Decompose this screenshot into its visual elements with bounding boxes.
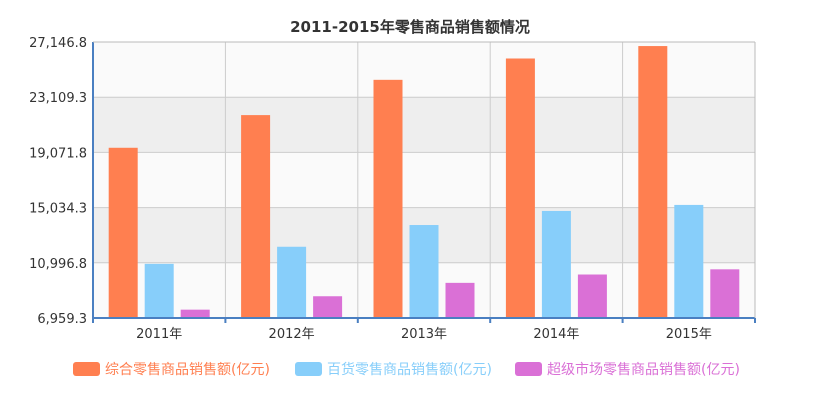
bar[interactable] xyxy=(445,282,475,318)
bar[interactable] xyxy=(277,246,307,318)
x-tick-label: 2014年 xyxy=(533,327,579,342)
legend-item[interactable]: 综合零售商品销售额(亿元) xyxy=(73,362,270,378)
x-tick-label: 2015年 xyxy=(666,327,712,342)
legend-label: 超级市场零售商品销售额(亿元) xyxy=(547,361,740,378)
y-tick-label: 19,071.8 xyxy=(29,146,87,161)
axes xyxy=(92,41,756,323)
legend-item[interactable]: 超级市场零售商品销售额(亿元) xyxy=(515,361,740,378)
legend: 综合零售商品销售额(亿元) 百货零售商品销售额(亿元) 超级市场零售商品销售额(亿元… xyxy=(73,361,740,378)
bars xyxy=(108,46,740,319)
legend-swatch xyxy=(73,362,100,376)
y-tick-label: 23,109.3 xyxy=(29,91,87,106)
y-tick-labels: 6,959.3 10,996.8 15,034.3 19,071.8 23,109.3 2… xyxy=(29,36,87,327)
x-tick-labels: 2011年 2012年 2013年 2014年 2015年 xyxy=(136,327,712,342)
bar[interactable] xyxy=(409,225,439,318)
y-tick-label: 10,996.8 xyxy=(29,257,87,272)
bar[interactable] xyxy=(638,46,668,318)
x-tick-label: 2011年 xyxy=(136,327,182,342)
legend-swatch xyxy=(515,362,542,376)
chart-title: 2011-2015年零售商品销售额情况 xyxy=(290,18,530,36)
bar[interactable] xyxy=(674,204,704,318)
bar[interactable] xyxy=(541,210,571,318)
y-tick-label: 27,146.8 xyxy=(29,36,87,51)
bar[interactable] xyxy=(108,147,138,318)
bar[interactable] xyxy=(313,296,343,318)
bar[interactable] xyxy=(505,58,535,319)
bar[interactable] xyxy=(710,269,740,318)
bar[interactable] xyxy=(373,79,403,318)
bar[interactable] xyxy=(144,263,174,318)
bar[interactable] xyxy=(180,309,210,318)
y-tick-label: 15,034.3 xyxy=(29,202,87,217)
legend-item[interactable]: 百货零售商品销售额(亿元) xyxy=(295,361,492,378)
bar[interactable] xyxy=(577,274,607,318)
x-tick-label: 2012年 xyxy=(269,327,315,342)
legend-label: 百货零售商品销售额(亿元) xyxy=(327,361,492,378)
x-tick-label: 2013年 xyxy=(401,327,447,342)
bar[interactable] xyxy=(241,115,271,318)
legend-label: 综合零售商品销售额(亿元) xyxy=(105,362,270,378)
legend-swatch xyxy=(295,362,322,376)
y-tick-label: 6,959.3 xyxy=(37,312,87,327)
